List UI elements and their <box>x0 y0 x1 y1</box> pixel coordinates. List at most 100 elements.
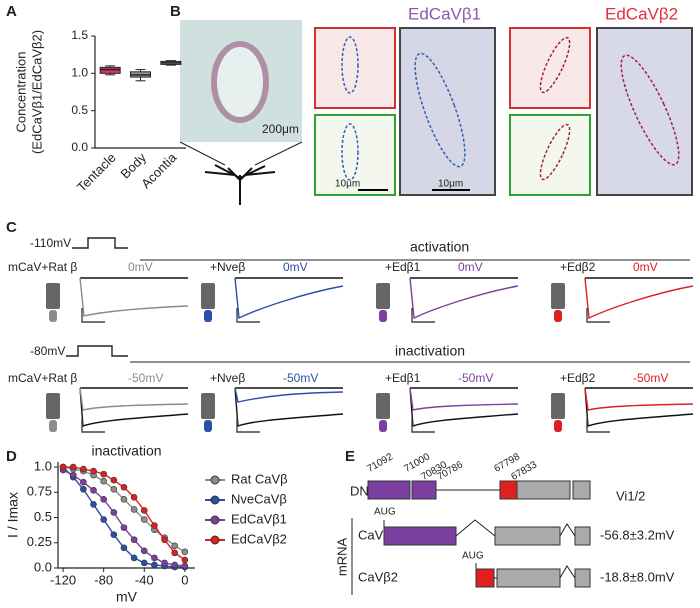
panel-label: D <box>6 448 17 465</box>
panel-label: A <box>6 3 17 20</box>
data-point <box>151 561 158 569</box>
scale-label: 10μm <box>335 179 360 190</box>
scale-bar <box>236 418 260 433</box>
exon <box>499 480 518 500</box>
condition-label: mCaV+Rat β <box>8 260 77 274</box>
step-label: 0mV <box>283 260 308 274</box>
axis <box>94 36 186 149</box>
panel-c: -110mV activation -80mV inactivation <box>30 236 690 363</box>
y-tick-label: 0.5 <box>71 103 88 117</box>
data-point <box>90 486 97 494</box>
data-point <box>140 516 148 523</box>
trace <box>409 277 519 320</box>
scale-bar <box>81 418 105 433</box>
data-point <box>110 485 118 493</box>
exon <box>516 480 571 500</box>
cell-outline <box>341 123 359 181</box>
data-point <box>171 549 179 557</box>
x-tick-label: 0 <box>181 572 188 587</box>
data-point <box>130 494 138 501</box>
exon <box>574 568 591 588</box>
data-point <box>80 485 87 493</box>
data-point <box>90 467 97 475</box>
anemone-icon <box>204 164 276 205</box>
holding-potential: -110mV <box>30 236 71 250</box>
scale-bar <box>586 418 610 433</box>
condition-label: +Edβ2 <box>560 260 596 274</box>
protocol-icon <box>66 345 128 357</box>
start-codon: AUG <box>462 551 484 562</box>
legend-label: EdCaVβ1 <box>231 511 287 526</box>
channel-icon <box>201 283 215 309</box>
condition-label: +Nveβ <box>210 371 245 385</box>
y-tick-label: 0.0 <box>34 559 52 574</box>
scale-bar <box>411 308 435 323</box>
x-axis-label: mV <box>116 589 138 605</box>
condition-label: +Nveβ <box>210 260 245 274</box>
position-label: 71092 <box>365 451 395 475</box>
data-point <box>151 554 158 562</box>
data-point <box>130 536 138 544</box>
data-point <box>100 477 107 485</box>
y-tick-label: 1.0 <box>34 458 52 473</box>
legend-label: EdCaVβ2 <box>231 531 287 546</box>
channel-icon <box>201 393 215 419</box>
x-tick-label: -120 <box>50 572 76 587</box>
beta-icon <box>554 310 562 322</box>
exon <box>367 480 411 500</box>
data-point <box>140 559 148 567</box>
beta-icon <box>379 420 387 432</box>
protocol-icon <box>72 237 128 249</box>
exon <box>496 568 561 588</box>
cell-outline <box>620 54 680 166</box>
v-half: -56.8±3.2mV <box>600 527 675 542</box>
trace <box>79 387 189 427</box>
trace <box>79 277 189 317</box>
v-half: -18.8±8.0mV <box>600 569 675 584</box>
scale-bar <box>411 418 435 433</box>
beta-icon <box>379 310 387 322</box>
exon <box>475 568 495 588</box>
channel-icon <box>551 283 565 309</box>
y-tick-label: 0.75 <box>27 484 52 499</box>
chart-title: inactivation <box>91 443 161 459</box>
trace <box>584 387 694 427</box>
scale-label: 10μm <box>438 179 463 190</box>
trace <box>234 387 344 427</box>
condition-label: +Edβ1 <box>385 371 421 385</box>
step-label: 0mV <box>633 260 658 274</box>
trace <box>234 277 344 320</box>
channel-icon <box>376 283 390 309</box>
data-point <box>151 522 158 529</box>
start-codon: AUG <box>374 507 396 518</box>
holding-potential: -80mV <box>30 344 65 358</box>
image-panel <box>596 27 693 196</box>
step-label: 0mV <box>128 260 153 274</box>
isoform-label: CaVβ2 <box>358 569 398 584</box>
step-label: -50mV <box>458 371 493 385</box>
scale-bar <box>586 308 610 323</box>
trace <box>584 387 694 411</box>
data-point <box>181 556 189 564</box>
channel-icon <box>376 393 390 419</box>
legend-marker <box>210 475 220 485</box>
data-point <box>171 561 179 569</box>
data-point <box>171 542 179 550</box>
condition-label: mCaV+Rat β <box>8 371 77 385</box>
legend-label: NveCaVβ <box>231 491 287 506</box>
x-tick-label: Tentacle <box>74 150 119 195</box>
trace <box>79 387 189 411</box>
splice <box>455 519 576 537</box>
y-tick-label: 0.0 <box>71 140 88 154</box>
data-point <box>80 478 87 486</box>
condition-label: +Edβ2 <box>560 371 596 385</box>
y-tick-label: 1.5 <box>71 28 88 42</box>
channel-icon <box>551 393 565 419</box>
panel-label: E <box>345 448 355 465</box>
data-point <box>90 501 97 508</box>
data-point <box>100 470 107 478</box>
y-axis-label: Concentration <box>13 52 28 133</box>
step-label: -50mV <box>128 371 163 385</box>
panel-b: 200μm EdCaVβ1 EdCaVβ2 10μm 10μm <box>179 4 693 205</box>
